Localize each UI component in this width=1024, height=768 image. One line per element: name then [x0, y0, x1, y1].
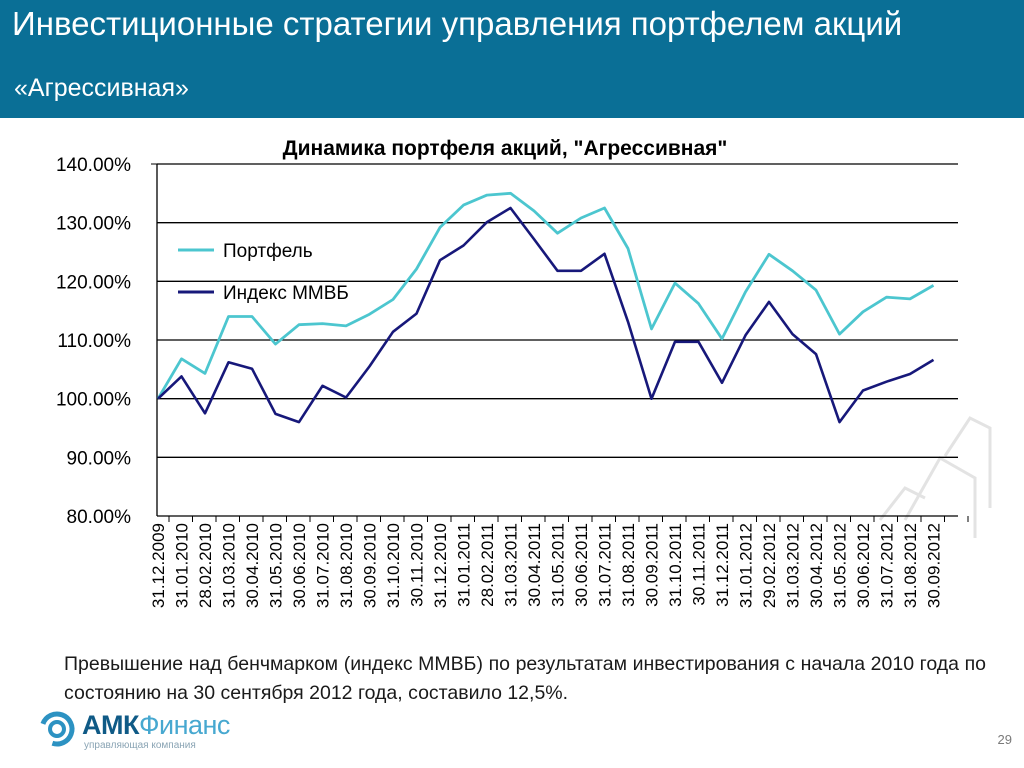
page-number: 29	[997, 732, 1012, 747]
x-axis-tick-labels: 31.12.2009 31.01.2010 28.02.2010 31.03.2010…	[149, 523, 944, 608]
x-tick-label: 30.04.2012	[807, 523, 826, 608]
x-tick-label: 31.05.2010	[267, 523, 286, 608]
y-tick-label: 130.00%	[56, 214, 131, 235]
series-line-portfolio	[156, 191, 935, 400]
x-tick-label: 30.04.2011	[525, 523, 544, 607]
logo-tagline: управляющая компания	[84, 740, 196, 751]
x-tick-label: 31.03.2011	[502, 523, 521, 607]
x-tick-label: 31.07.2011	[596, 523, 615, 607]
x-tick-label: 31.08.2010	[337, 523, 356, 608]
y-axis-tick-labels: 140.00% 130.00% 120.00% 110.00% 100.00% 90.00…	[56, 155, 131, 528]
chart-caption: Превышение над бенчмарком (индекс ММВБ) …	[64, 653, 986, 704]
x-tick-label: 30.06.2011	[572, 523, 591, 607]
x-tick-label: 30.11.2011	[690, 523, 709, 606]
slide-header: Инвестиционные стратегии управления порт…	[0, 0, 1024, 118]
x-tick-label: 31.03.2012	[784, 523, 803, 608]
x-tick-label: 30.11.2010	[408, 523, 427, 607]
legend-label: Портфель	[223, 241, 313, 262]
logo-name-light: Финанс	[138, 710, 230, 740]
x-tick-label: 30.06.2010	[290, 523, 309, 608]
x-tick-label: 31.05.2011	[549, 523, 568, 607]
x-tick-label: 31.10.2011	[666, 523, 685, 607]
x-tick-label: 30.06.2012	[854, 523, 873, 608]
x-tick-label: 30.09.2011	[643, 523, 662, 607]
x-tick-label: 30.09.2010	[361, 523, 380, 608]
x-tick-label: 31.12.2010	[431, 523, 450, 608]
logo-name-bold: АМК	[82, 710, 139, 740]
x-tick-label: 31.12.2009	[149, 523, 168, 608]
y-tick-label: 80.00%	[67, 507, 132, 528]
chart-series-lines	[156, 191, 935, 424]
x-tick-label: 28.02.2010	[196, 523, 215, 608]
chart-title: Динамика портфеля акций, "Агрессивная"	[283, 137, 728, 160]
x-tick-label: 31.10.2010	[384, 523, 403, 608]
y-tick-label: 140.00%	[56, 155, 131, 176]
logo-name: АМКФинанс	[82, 710, 230, 740]
x-tick-label: 31.05.2012	[831, 523, 850, 608]
x-tick-label: 31.01.2011	[455, 523, 474, 607]
x-tick-label: 31.08.2011	[619, 523, 638, 607]
slide-subtitle: «Агрессивная»	[14, 74, 189, 102]
x-tick-label: 28.02.2011	[478, 523, 497, 607]
x-tick-label: 31.01.2010	[173, 523, 192, 608]
y-tick-label: 110.00%	[57, 331, 131, 352]
y-tick-label: 100.00%	[56, 390, 131, 411]
chart-grid	[157, 163, 958, 458]
portfolio-line-chart: 140.00% 130.00% 120.00% 110.00% 100.00% 90.00…	[56, 137, 992, 608]
x-tick-label: 31.01.2012	[737, 523, 756, 608]
chart-legend: Портфель Индекс ММВБ	[178, 241, 349, 304]
x-tick-label: 30.09.2012	[925, 523, 944, 608]
x-tick-label: 31.07.2012	[878, 523, 897, 608]
y-tick-label: 90.00%	[67, 448, 132, 469]
legend-label: Индекс ММВБ	[223, 283, 349, 304]
logo-mark-icon	[39, 711, 75, 747]
x-tick-label: 30.04.2010	[243, 523, 262, 608]
slide-title: Инвестиционные стратегии управления порт…	[12, 5, 903, 42]
x-tick-label: 31.08.2012	[901, 523, 920, 608]
x-tick-label: 31.12.2011	[713, 523, 732, 607]
series-line-micex-index	[157, 206, 935, 424]
background-decoration	[878, 416, 992, 538]
x-tick-label: 31.03.2010	[220, 523, 239, 608]
x-tick-label: 31.07.2010	[314, 523, 333, 608]
y-tick-label: 120.00%	[56, 272, 131, 293]
x-tick-label: 29.02.2012	[760, 523, 779, 608]
chart-axes	[151, 163, 969, 522]
